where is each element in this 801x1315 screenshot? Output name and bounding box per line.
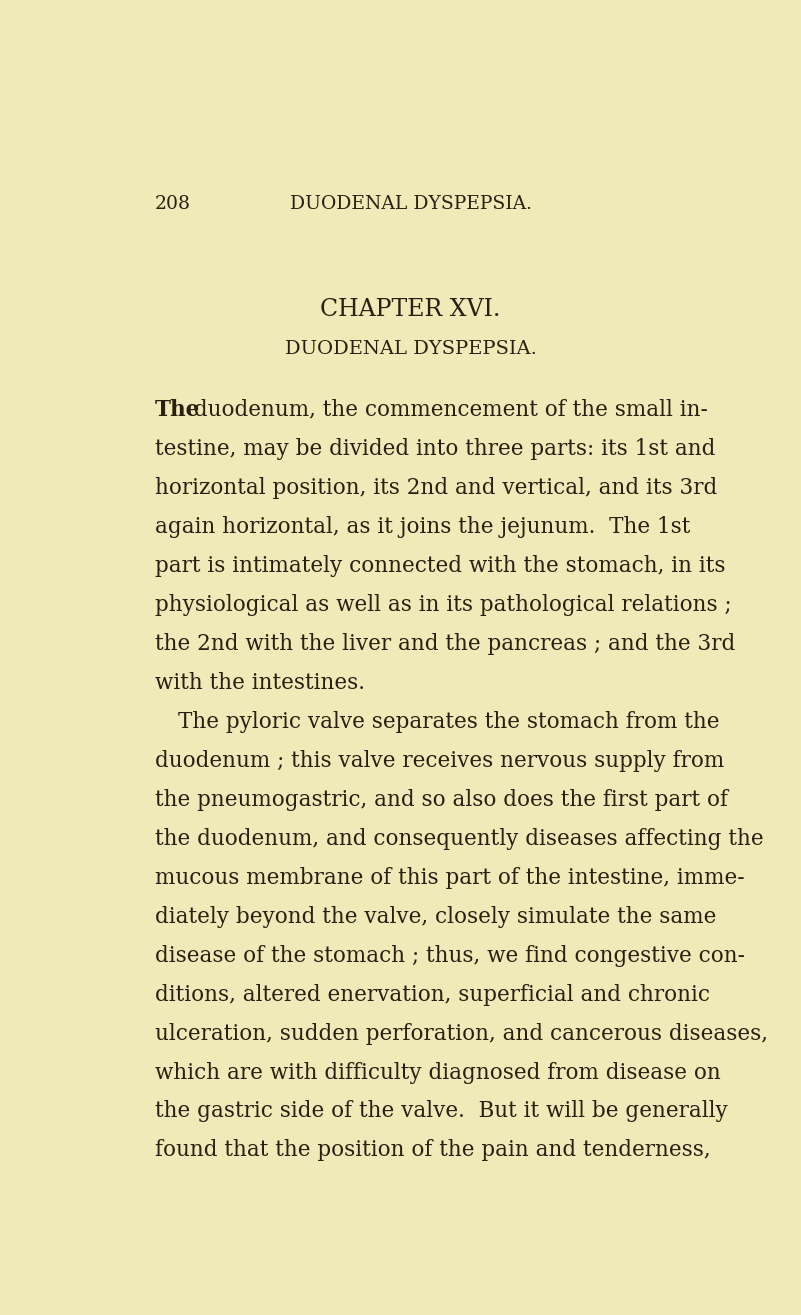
Text: duodenum ; this valve receives nervous supply from: duodenum ; this valve receives nervous s… (155, 750, 724, 772)
Text: the 2nd with the liver and the pancreas ; and the 3rd: the 2nd with the liver and the pancreas … (155, 633, 735, 655)
Text: disease of the stomach ; thus, we find congestive con-: disease of the stomach ; thus, we find c… (155, 944, 745, 967)
Text: mucous membrane of this part of the intestine, imme-: mucous membrane of this part of the inte… (155, 867, 744, 889)
Text: the pneumogastric, and so also does the first part of: the pneumogastric, and so also does the … (155, 789, 728, 810)
Text: duodenum, the commencement of the small in-: duodenum, the commencement of the small … (187, 398, 708, 421)
Text: the gastric side of the valve.  But it will be generally: the gastric side of the valve. But it wi… (155, 1101, 727, 1123)
Text: again horizontal, as it joins the jejunum.  The 1st: again horizontal, as it joins the jejunu… (155, 515, 690, 538)
Text: DUODENAL DYSPEPSIA.: DUODENAL DYSPEPSIA. (289, 195, 532, 213)
Text: found that the position of the pain and tenderness,: found that the position of the pain and … (155, 1140, 710, 1161)
Text: The: The (155, 398, 200, 421)
Text: CHAPTER XVI.: CHAPTER XVI. (320, 297, 501, 321)
Text: which are with difficulty diagnosed from disease on: which are with difficulty diagnosed from… (155, 1061, 721, 1084)
Text: horizontal position, its 2nd and vertical, and its 3rd: horizontal position, its 2nd and vertica… (155, 477, 717, 498)
Text: DUODENAL DYSPEPSIA.: DUODENAL DYSPEPSIA. (284, 341, 537, 358)
Text: with the intestines.: with the intestines. (155, 672, 364, 694)
Text: physiological as well as in its pathological relations ;: physiological as well as in its patholog… (155, 593, 731, 615)
Text: ulceration, sudden perforation, and cancerous diseases,: ulceration, sudden perforation, and canc… (155, 1023, 767, 1044)
Text: The pyloric valve separates the stomach from the: The pyloric valve separates the stomach … (179, 710, 720, 732)
Text: ditions, altered enervation, superficial and chronic: ditions, altered enervation, superficial… (155, 984, 710, 1006)
Text: 208: 208 (155, 195, 191, 213)
Text: testine, may be divided into three parts: its 1st and: testine, may be divided into three parts… (155, 438, 715, 460)
Text: diately beyond the valve, closely simulate the same: diately beyond the valve, closely simula… (155, 906, 716, 927)
Text: the duodenum, and consequently diseases affecting the: the duodenum, and consequently diseases … (155, 827, 763, 849)
Text: part is intimately connected with the stomach, in its: part is intimately connected with the st… (155, 555, 725, 577)
